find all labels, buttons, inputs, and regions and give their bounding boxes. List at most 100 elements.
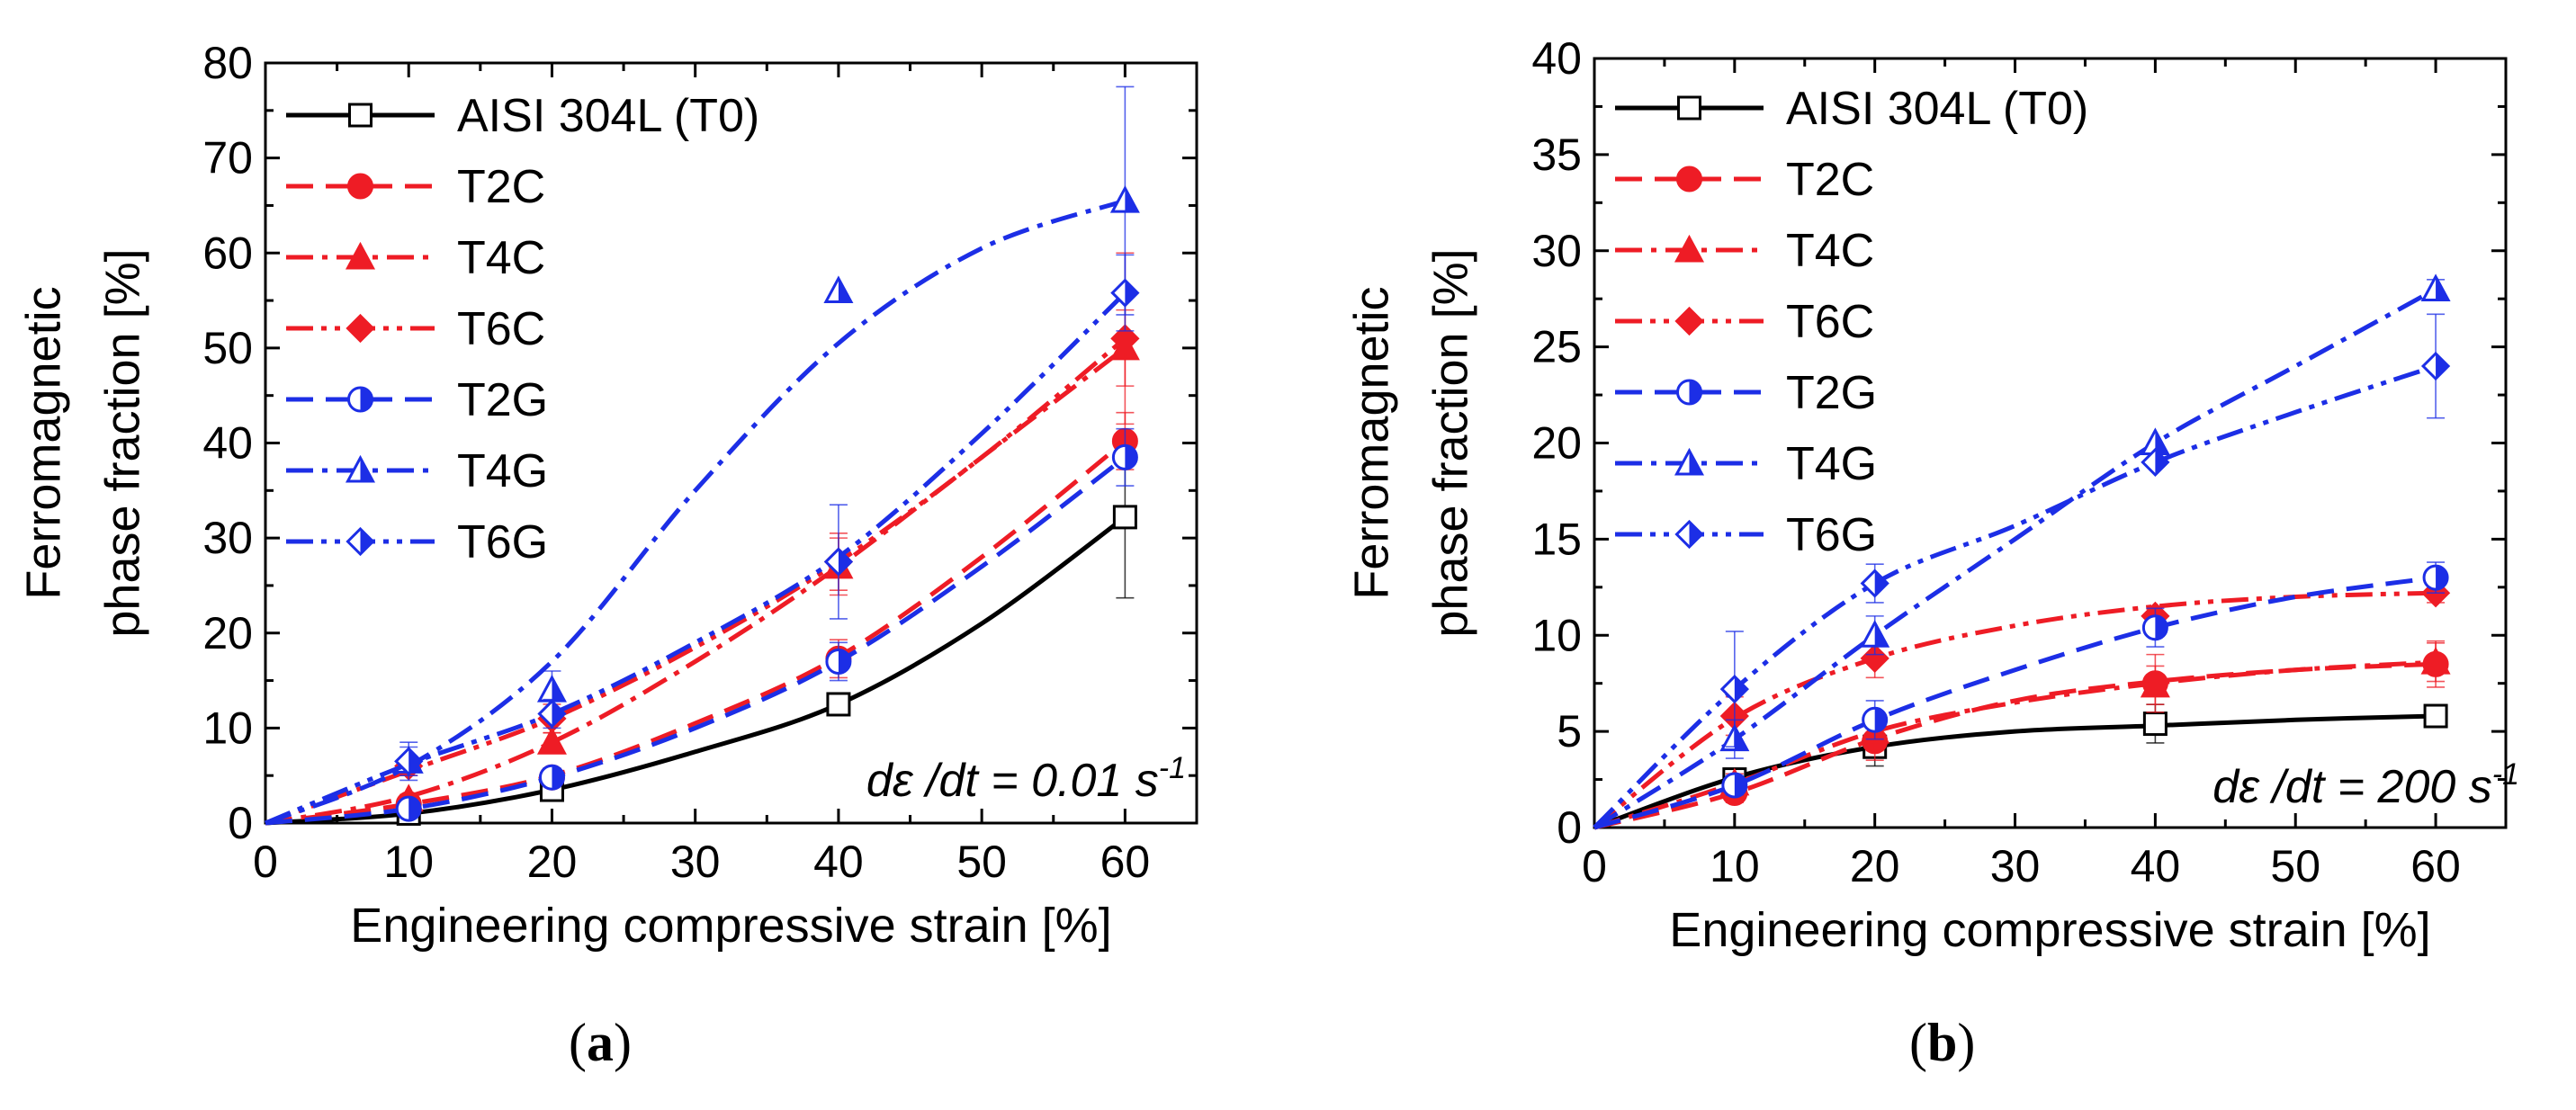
panel-b-series-t4g-point [1860,620,1890,648]
panel-b-y-tick-label: 40 [1531,33,1582,84]
panel-b-legend-aisi-304l-t0-label: AISI 304L (T0) [1786,83,2088,135]
panel-a-y-tick-label: 20 [202,608,253,658]
panel-caption-a: (a) [569,1013,632,1072]
panel-b-x-tick-label: 20 [1850,841,1900,891]
panel-b-series-t2g-point [1721,772,1748,799]
panel-a-x-tick-label: 40 [813,837,864,887]
panel-a-series-t2g-point-fill [552,765,564,790]
panel-a-x-tick-label: 60 [1100,837,1151,887]
panel-b-series-t4c-point [2420,647,2451,675]
chart-panel-a: 0 10 20 30 40 50 60 0 10 20 30 40 50 60 70 80 Engineerin… [16,38,1198,953]
panel-b-x-tick-label: 10 [1710,841,1760,891]
panel-a-series-t6c-line [265,336,1126,826]
panel-a-strain-rate-annotation: dε /dt = 0.01 s-1 [866,751,1186,807]
panel-b-x-tick-label: 30 [1990,841,2041,891]
panel-a-legend-t2g-label: T2G [457,374,548,426]
panel-a-legend-t4c-marker [345,241,376,270]
panel-a-series-t2g-point [825,648,852,675]
panel-b-legend-t4g-marker-fill [1689,451,1702,474]
panel-b-legend-t6c-label: T6C [1786,296,1874,348]
panel-a-series-t6g-point [823,547,854,577]
panel-b-series-t6g-point [1860,568,1889,598]
panel-a-series-t6g-point [394,747,424,776]
panel-b-y-tick-label: 10 [1531,610,1582,660]
panel-b-legend-t2c-marker [1676,166,1702,192]
panel-caption-b-text: b [1926,1013,1958,1072]
panel-a-y-tick-label: 0 [228,798,253,848]
panel-a-series-t4g-point-fill [1125,188,1138,212]
panel-b-series-t4g-point-fill [2436,276,2449,300]
panel-b-series-t6c-line [1593,590,2437,829]
panel-b-series-t4g-point [2420,273,2451,301]
panel-a-series-t4g-point [536,674,567,703]
panel-b-legend-t4c-label: T4C [1786,225,1874,277]
panel-b-series-t6g-point [2420,351,2451,381]
panel-b-legend-t4c-marker [1674,234,1705,263]
panel-a-series-t4g-point [823,275,854,303]
panel-b-legend-t6g-label: T6G [1786,509,1877,561]
panel-b-y-tick-label: 5 [1557,706,1582,756]
panel-a-series-t2g-point [538,764,565,791]
panel-a-y-tick-label: 50 [202,323,253,373]
panel-b-y-axis-label-line: phase fraction [%] [1423,248,1477,637]
panel-b-x-axis-label: Engineering compressive strain [%] [1669,903,2430,957]
panel-a-x-tick-label: 10 [383,837,434,887]
panel-b-legend-t6g-marker-fill [1689,522,1702,547]
panel-b-legend-t4g-label: T4G [1786,438,1877,490]
panel-b-legend-t6c-marker [1674,306,1704,336]
panel-a-y-tick-label: 40 [202,418,253,469]
panel-b-legend-t2g-label: T2G [1786,367,1877,419]
panel-b-series-t6g-point-fill [2155,449,2168,475]
panel-b-legend-t2g-marker-fill [1689,380,1701,404]
panel-a-series-t2g-point-fill [1125,445,1137,470]
panel-b-series-t4g-point-fill [2155,430,2168,454]
panel-a-legend-t6c-label: T6C [457,303,545,355]
panel-a-y-tick-label: 80 [202,38,253,88]
panel-a-series-t2g-point-fill [408,797,421,821]
panel-a-x-axis-label: Engineering compressive strain [%] [350,899,1111,953]
panel-b-legend-t2c-label: T2C [1786,154,1874,206]
panel-a-series-t4g-point [1109,184,1140,213]
panel-a-y-tick-label: 60 [202,228,253,278]
panel-a-x-tick-label: 0 [253,837,278,887]
panel-a-series-t2g-point [395,795,422,822]
panel-a-legend-t2c-label: T2C [457,161,545,213]
panel-a-series-t6g-point-fill [1125,280,1138,306]
panel-b-legend-aisi-304l-t0-marker [1677,95,1701,121]
panel-a-y-axis-label-line: phase fraction [%] [95,248,149,637]
panel-a-y-tick-label: 10 [202,703,253,753]
panel-b-y-tick-label: 25 [1531,322,1582,372]
panel-b-series-aisi-304l-t0-point [2423,703,2448,729]
panel-a-series-t2g-point-fill [838,649,850,674]
panel-b-series-t2g-point [2141,614,2168,641]
panel-b-y-tick-label: 0 [1557,802,1582,853]
panel-b-series-t6g-point [2141,447,2170,477]
panel-a-legend-t4g-label: T4G [457,445,548,497]
panel-b-y-tick-label: 20 [1531,418,1582,469]
panel-b-strain-rate-annotation: dε /dt = 200 s-1 [2212,757,2519,813]
panel-caption-a-text: a [586,1013,614,1072]
panel-b-series-t2g-point-fill [1874,708,1887,732]
panel-b-series-t4c-point [2140,669,2170,698]
panel-a-series-t6g-point-fill [408,748,422,774]
panel-a-x-tick-label: 50 [956,837,1007,887]
panel-b-legend-t6g-marker [1674,519,1704,550]
panel-a-series-t4g-point-fill [552,677,565,702]
panel-a-series-t6g-point-fill [552,701,565,727]
panel-a-series-aisi-304l-t0-point [1112,505,1137,530]
panel-a-legend-t2g-marker-fill [360,388,372,411]
panel-a-legend-t6g-marker-fill [360,529,373,554]
panel-b-legend-t2g-marker [1676,379,1702,406]
panel-a-series-t6g-point [537,699,567,729]
panel-caption-b: (b) [1909,1013,1976,1072]
panel-b-series-t4g-point-fill [1734,726,1747,750]
panel-a-legend-t6c-marker [346,313,375,344]
panel-b-y-tick-label: 15 [1531,514,1582,564]
chart-panel-b: 0 10 20 30 40 50 60 0 5 10 15 20 25 30 35 40 Engineering… [1344,33,2519,957]
panel-b-series-t4g-line [1593,287,2437,830]
panel-a-legend-t6g-marker [346,526,375,557]
panel-b-series-t6g-point [1719,674,1749,704]
panel-b-series-t6g-point-fill [1874,570,1888,596]
panel-a-series-t4c-point [536,727,567,755]
panel-b-x-tick-label: 40 [2131,841,2181,891]
